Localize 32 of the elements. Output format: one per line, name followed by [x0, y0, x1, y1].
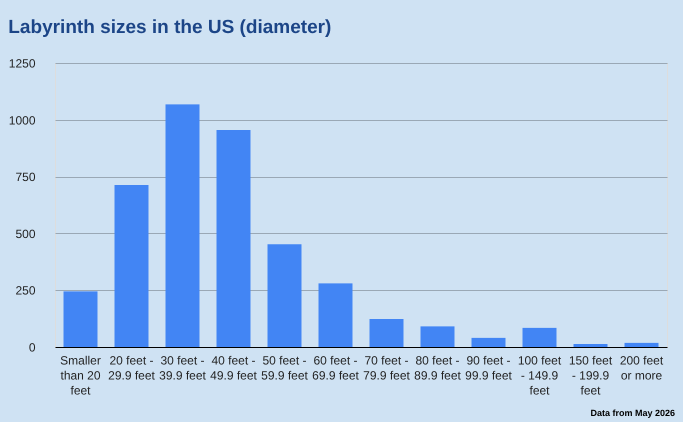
bar	[318, 283, 352, 347]
y-tick-label: 1000	[8, 113, 36, 128]
x-tick-label: 20 feet - 29.9 feet	[108, 354, 156, 382]
bar	[370, 319, 404, 347]
x-tick-label: 200 feet or more	[620, 354, 664, 382]
chart-title: Labyrinth sizes in the US (diameter)	[8, 17, 332, 38]
bar	[268, 244, 302, 347]
bar	[216, 130, 250, 347]
x-tick-label: 90 feet - 99.9 feet	[465, 354, 513, 382]
x-tick-label: 80 feet - 89.9 feet	[414, 354, 462, 382]
x-tick-label: 50 feet - 59.9 feet	[261, 354, 309, 382]
bar	[64, 291, 98, 347]
bar	[114, 185, 148, 347]
x-tick-label: Smaller than 20 feet	[60, 354, 101, 398]
bar	[472, 338, 506, 347]
text: Data from May 2026	[590, 408, 675, 418]
x-tick-label: 150 feet - 199.9 feet	[568, 354, 613, 398]
x-tick-label: 30 feet - 39.9 feet	[159, 354, 207, 382]
x-tick-label: 60 feet - 69.9 feet	[312, 354, 360, 382]
y-tick-label: 250	[15, 284, 36, 298]
y-tick-label: 0	[28, 340, 36, 354]
y-tick-label: 1250	[8, 56, 36, 70]
bar	[420, 326, 454, 347]
x-tick-label: 40 feet - 49.9 feet	[210, 354, 258, 382]
x-tick-label: 100 feet - 149.9 feet	[518, 354, 562, 398]
x-tick-label: 70 feet - 79.9 feet	[363, 354, 411, 382]
bar	[166, 104, 200, 347]
bar	[624, 342, 658, 347]
bar	[574, 344, 608, 347]
y-tick-label: 500	[15, 226, 36, 241]
bar	[522, 328, 556, 347]
y-tick-label: 750	[15, 170, 36, 184]
